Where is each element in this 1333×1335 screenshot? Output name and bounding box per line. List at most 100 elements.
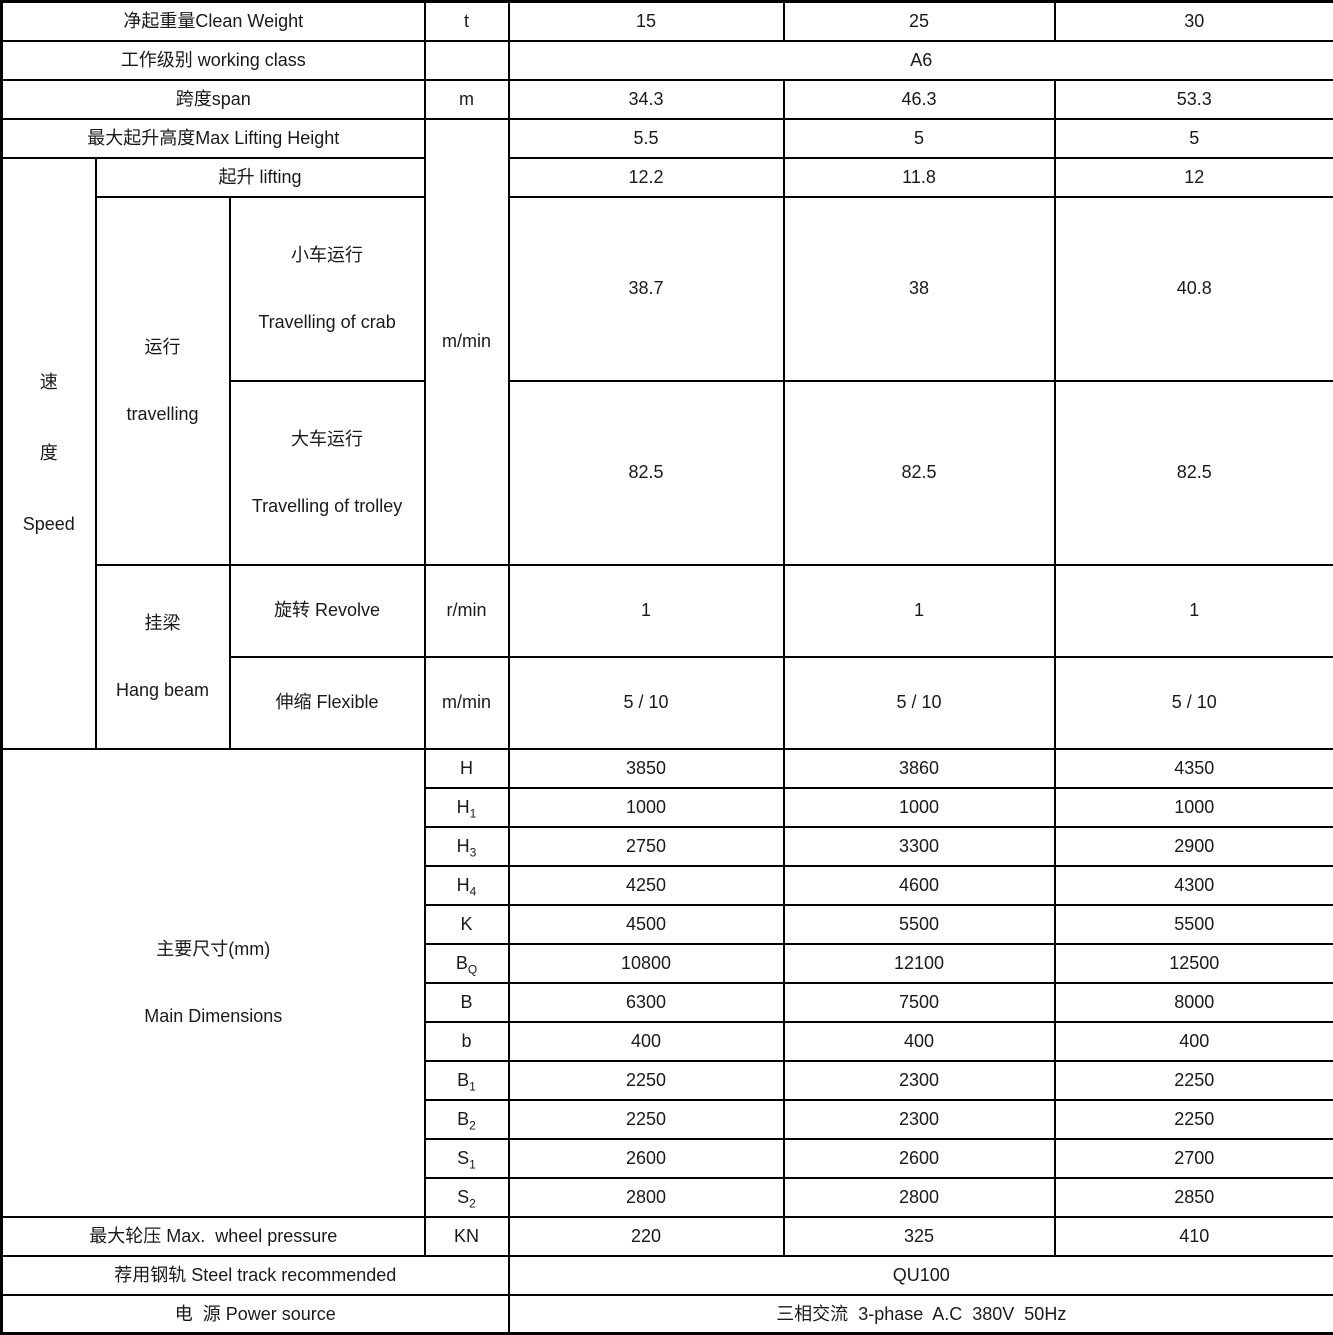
max-lifting-height-label: 最大起升高度Max Lifting Height [2,119,425,158]
span-value-3: 53.3 [1055,80,1333,119]
max-wheel-pressure-label: 最大轮压 Max. wheel pressure [2,1217,425,1256]
dim-H-value-2: 3860 [784,749,1055,788]
max-wheel-pressure-value-1: 220 [509,1217,784,1256]
main-dimensions-label-cn: 主要尺寸(mm) [7,938,420,961]
trolley-value-1: 82.5 [509,381,784,565]
travelling-label-cn: 运行 [101,336,225,359]
clean-weight-value-3: 30 [1055,2,1333,41]
clean-weight-unit: t [425,2,509,41]
revolve-value-3: 1 [1055,565,1333,657]
lifting-value-3: 12 [1055,158,1333,197]
speed-unit: m/min [425,119,509,565]
crab-value-1: 38.7 [509,197,784,381]
revolve-label: 旋转 Revolve [230,565,425,657]
row-max-wheel-pressure: 最大轮压 Max. wheel pressure KN 220 325 410 [2,1217,1333,1256]
dim-H3-value-3: 2900 [1055,827,1333,866]
crab-label: 小车运行 Travelling of crab [230,197,425,381]
span-value-1: 34.3 [509,80,784,119]
dim-S2-value-3: 2850 [1055,1178,1333,1217]
hang-beam-label-cn: 挂梁 [101,612,225,635]
flexible-value-3: 5 / 10 [1055,657,1333,749]
dim-S1-value-3: 2700 [1055,1139,1333,1178]
crab-label-cn: 小车运行 [235,244,420,267]
dim-H1-value-2: 1000 [784,788,1055,827]
dim-B1-value-3: 2250 [1055,1061,1333,1100]
row-max-lifting-height: 最大起升高度Max Lifting Height m/min 5.5 5 5 [2,119,1333,158]
trolley-label: 大车运行 Travelling of trolley [230,381,425,565]
dim-B1-value-2: 2300 [784,1061,1055,1100]
dim-H1-value-3: 1000 [1055,788,1333,827]
dim-H3-value-2: 3300 [784,827,1055,866]
dim-symbol-S1: S1 [425,1139,509,1178]
dim-H3-value-1: 2750 [509,827,784,866]
dim-S2-value-2: 2800 [784,1178,1055,1217]
row-working-class: 工作级别 working class A6 [2,41,1333,80]
crab-label-en: Travelling of crab [235,311,420,334]
speed-group-label: 速 度 Speed [2,158,96,749]
dim-B-value-1: 6300 [509,983,784,1022]
max-lifting-height-value-1: 5.5 [509,119,784,158]
main-dimensions-label-en: Main Dimensions [7,1005,420,1028]
dim-b-value-3: 400 [1055,1022,1333,1061]
clean-weight-value-2: 25 [784,2,1055,41]
dim-b-value-1: 400 [509,1022,784,1061]
speed-group-line-3: Speed [7,511,91,537]
row-travelling-crab: 运行 travelling 小车运行 Travelling of crab 38… [2,197,1333,381]
dim-symbol-H4: H4 [425,866,509,905]
dim-H4-value-1: 4250 [509,866,784,905]
dim-S2-value-1: 2800 [509,1178,784,1217]
max-wheel-pressure-value-2: 325 [784,1217,1055,1256]
speed-group-line-1: 速 [7,369,91,395]
revolve-value-2: 1 [784,565,1055,657]
dim-b-value-2: 400 [784,1022,1055,1061]
dim-BQ-value-3: 12500 [1055,944,1333,983]
travelling-group-label: 运行 travelling [96,197,230,565]
dim-B1-value-1: 2250 [509,1061,784,1100]
hang-beam-group-label: 挂梁 Hang beam [96,565,230,749]
max-lifting-height-value-3: 5 [1055,119,1333,158]
working-class-value: A6 [509,41,1333,80]
max-wheel-pressure-value-3: 410 [1055,1217,1333,1256]
dim-B2-value-2: 2300 [784,1100,1055,1139]
steel-track-value: QU100 [509,1256,1333,1295]
dim-B-value-3: 8000 [1055,983,1333,1022]
power-source-value: 三相交流 3-phase A.C 380V 50Hz [509,1295,1333,1334]
working-class-unit [425,41,509,80]
row-dim-H: 主要尺寸(mm) Main Dimensions H 3850 3860 435… [2,749,1333,788]
dim-K-value-3: 5500 [1055,905,1333,944]
dim-BQ-value-1: 10800 [509,944,784,983]
dim-H-value-1: 3850 [509,749,784,788]
dim-H1-value-1: 1000 [509,788,784,827]
dim-symbol-H1: H1 [425,788,509,827]
steel-track-label: 荐用钢轨 Steel track recommended [2,1256,509,1295]
dim-K-value-1: 4500 [509,905,784,944]
dim-symbol-B2: B2 [425,1100,509,1139]
dim-K-value-2: 5500 [784,905,1055,944]
span-unit: m [425,80,509,119]
span-label: 跨度span [2,80,425,119]
speed-group-line-2: 度 [7,440,91,466]
dim-symbol-B1: B1 [425,1061,509,1100]
dim-symbol-K: K [425,905,509,944]
flexible-label: 伸缩 Flexible [230,657,425,749]
dim-B2-value-1: 2250 [509,1100,784,1139]
dim-symbol-BQ: BQ [425,944,509,983]
max-wheel-pressure-unit: KN [425,1217,509,1256]
row-span: 跨度span m 34.3 46.3 53.3 [2,80,1333,119]
lifting-label: 起升 lifting [96,158,425,197]
span-value-2: 46.3 [784,80,1055,119]
dim-symbol-S2: S2 [425,1178,509,1217]
revolve-value-1: 1 [509,565,784,657]
hang-beam-label-en: Hang beam [101,679,225,702]
lifting-value-2: 11.8 [784,158,1055,197]
trolley-value-3: 82.5 [1055,381,1333,565]
row-clean-weight: 净起重量Clean Weight t 15 25 30 [2,2,1333,41]
max-lifting-height-value-2: 5 [784,119,1055,158]
flexible-value-1: 5 / 10 [509,657,784,749]
dim-symbol-B: B [425,983,509,1022]
flexible-value-2: 5 / 10 [784,657,1055,749]
revolve-unit: r/min [425,565,509,657]
travelling-label-en: travelling [101,403,225,426]
trolley-label-en: Travelling of trolley [235,495,420,518]
